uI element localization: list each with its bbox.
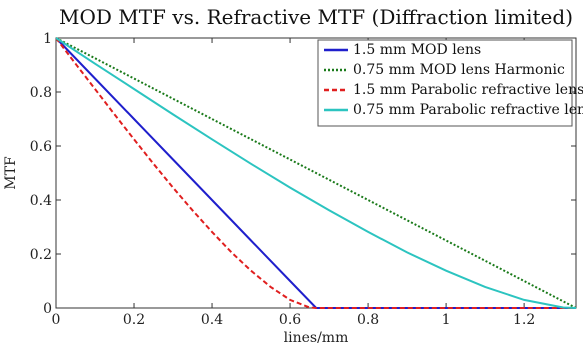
x-tick-label: 0 — [52, 312, 61, 328]
legend-label-4: 0.75 mm Parabolic refractive lens — [353, 102, 583, 118]
legend-label-3: 1.5 mm Parabolic refractive lens — [353, 82, 583, 98]
series-lines — [55, 37, 577, 309]
y-axis-label: MTF — [3, 156, 19, 190]
chart-title: MOD MTF vs. Refractive MTF (Diffraction … — [59, 5, 573, 29]
y-tick-label: 0 — [43, 301, 52, 317]
legend-label-1: 1.5 mm MOD lens — [353, 42, 481, 58]
y-tick-label: 0.8 — [30, 85, 52, 101]
y-tick-label: 0.6 — [30, 139, 52, 155]
y-tick-label: 0.2 — [30, 247, 52, 263]
x-tick-label: 1.2 — [513, 312, 535, 328]
y-tick-label: 0.4 — [30, 193, 52, 209]
y-tick-label: 1 — [43, 31, 52, 47]
legend-box — [317, 39, 573, 127]
x-axis-label: lines/mm — [284, 330, 349, 345]
x-tick-label: 0.4 — [201, 312, 223, 328]
legend-label-2: 0.75 mm MOD lens Harmonic — [353, 62, 565, 78]
x-tick-label: 0.8 — [357, 312, 379, 328]
series-line-2 — [55, 37, 577, 309]
x-tick-label: 0.2 — [123, 312, 145, 328]
series-line-4 — [55, 37, 577, 309]
series-line-3 — [55, 37, 576, 309]
legend: 1.5 mm MOD lens 0.75 mm MOD lens Harmonic… — [317, 39, 583, 127]
x-tick-label: 0.6 — [279, 312, 301, 328]
x-tick-label: 1 — [442, 312, 451, 328]
